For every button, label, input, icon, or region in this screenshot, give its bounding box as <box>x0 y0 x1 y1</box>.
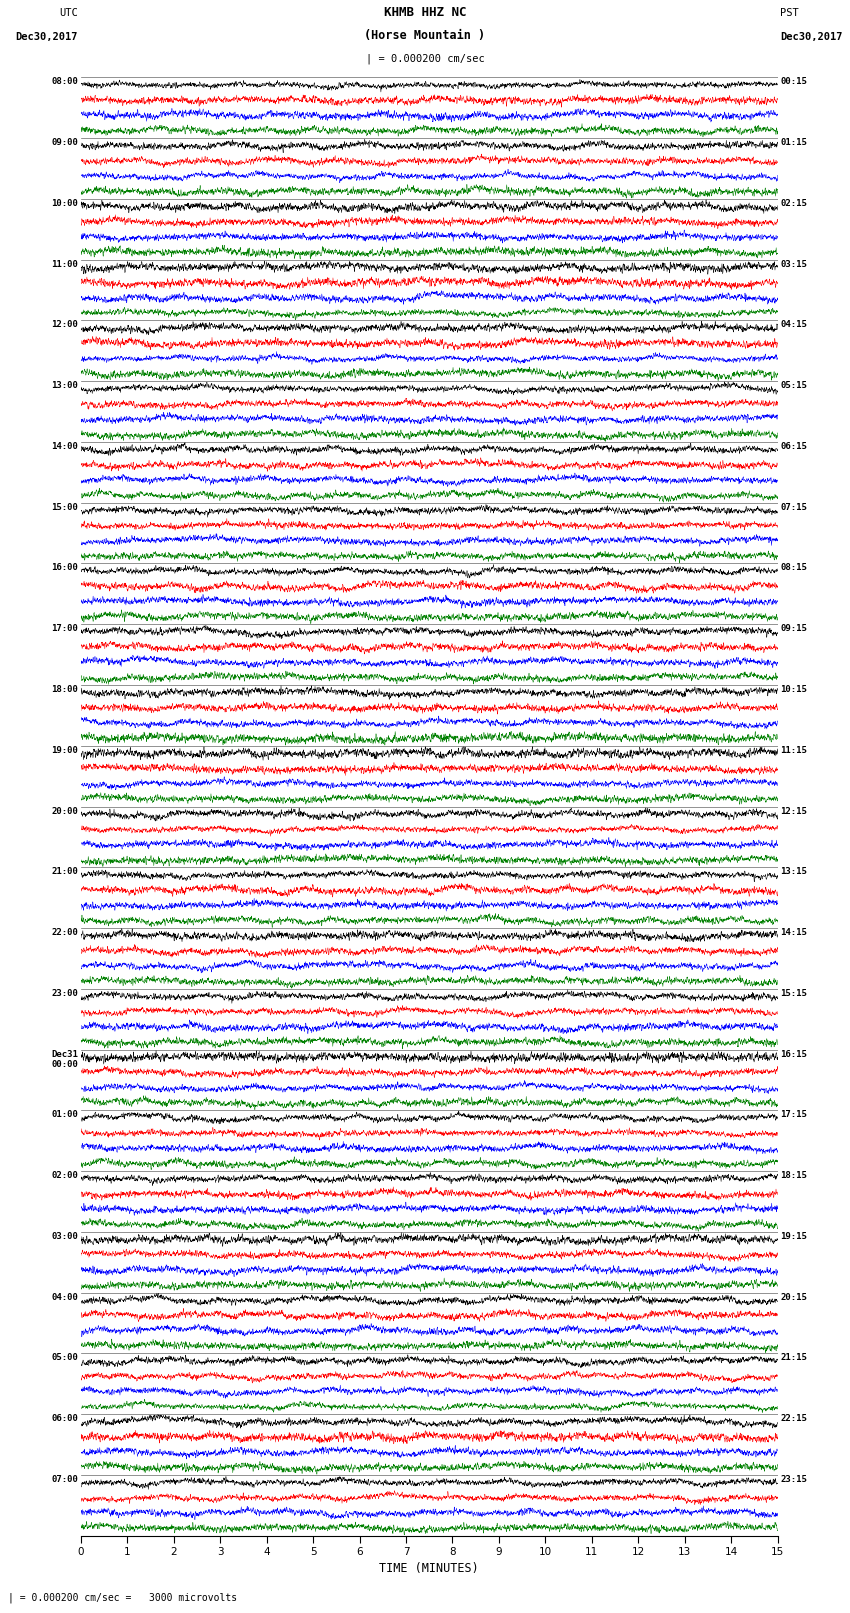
Text: 21:15: 21:15 <box>780 1353 808 1363</box>
Text: 07:15: 07:15 <box>780 503 808 511</box>
Text: PST: PST <box>780 8 799 18</box>
Text: 13:15: 13:15 <box>780 868 808 876</box>
Text: 16:00: 16:00 <box>51 563 78 573</box>
Text: 14:00: 14:00 <box>51 442 78 452</box>
Text: (Horse Mountain ): (Horse Mountain ) <box>365 29 485 42</box>
Text: 09:15: 09:15 <box>780 624 808 634</box>
Text: 00:15: 00:15 <box>780 77 808 87</box>
Text: 16:15: 16:15 <box>780 1050 808 1058</box>
Text: 04:15: 04:15 <box>780 321 808 329</box>
Text: 18:15: 18:15 <box>780 1171 808 1181</box>
Text: 06:15: 06:15 <box>780 442 808 452</box>
X-axis label: TIME (MINUTES): TIME (MINUTES) <box>379 1561 479 1574</box>
Text: 04:00: 04:00 <box>51 1292 78 1302</box>
Text: 08:15: 08:15 <box>780 563 808 573</box>
Text: 18:00: 18:00 <box>51 686 78 694</box>
Text: Dec30,2017: Dec30,2017 <box>15 32 78 42</box>
Text: 15:00: 15:00 <box>51 503 78 511</box>
Text: 17:15: 17:15 <box>780 1110 808 1119</box>
Text: Dec30,2017: Dec30,2017 <box>780 32 843 42</box>
Text: 03:15: 03:15 <box>780 260 808 269</box>
Text: 05:15: 05:15 <box>780 381 808 390</box>
Text: 23:00: 23:00 <box>51 989 78 998</box>
Text: 22:00: 22:00 <box>51 927 78 937</box>
Text: UTC: UTC <box>60 8 78 18</box>
Text: 02:00: 02:00 <box>51 1171 78 1181</box>
Text: 06:00: 06:00 <box>51 1415 78 1423</box>
Text: | = 0.000200 cm/sec =   3000 microvolts: | = 0.000200 cm/sec = 3000 microvolts <box>8 1592 238 1603</box>
Text: 12:00: 12:00 <box>51 321 78 329</box>
Text: 10:00: 10:00 <box>51 198 78 208</box>
Text: 11:00: 11:00 <box>51 260 78 269</box>
Text: 14:15: 14:15 <box>780 927 808 937</box>
Text: 05:00: 05:00 <box>51 1353 78 1363</box>
Text: 12:15: 12:15 <box>780 806 808 816</box>
Text: 20:15: 20:15 <box>780 1292 808 1302</box>
Text: 01:15: 01:15 <box>780 139 808 147</box>
Text: 22:15: 22:15 <box>780 1415 808 1423</box>
Text: 20:00: 20:00 <box>51 806 78 816</box>
Text: 19:15: 19:15 <box>780 1232 808 1240</box>
Text: 19:00: 19:00 <box>51 745 78 755</box>
Text: 17:00: 17:00 <box>51 624 78 634</box>
Text: 02:15: 02:15 <box>780 198 808 208</box>
Text: 10:15: 10:15 <box>780 686 808 694</box>
Text: 08:00: 08:00 <box>51 77 78 87</box>
Text: 03:00: 03:00 <box>51 1232 78 1240</box>
Text: 07:00: 07:00 <box>51 1474 78 1484</box>
Text: 15:15: 15:15 <box>780 989 808 998</box>
Text: | = 0.000200 cm/sec: | = 0.000200 cm/sec <box>366 53 484 65</box>
Text: 13:00: 13:00 <box>51 381 78 390</box>
Text: Dec31
00:00: Dec31 00:00 <box>51 1050 78 1069</box>
Text: 23:15: 23:15 <box>780 1474 808 1484</box>
Text: 01:00: 01:00 <box>51 1110 78 1119</box>
Text: 11:15: 11:15 <box>780 745 808 755</box>
Text: 21:00: 21:00 <box>51 868 78 876</box>
Text: KHMB HHZ NC: KHMB HHZ NC <box>383 6 467 19</box>
Text: 09:00: 09:00 <box>51 139 78 147</box>
